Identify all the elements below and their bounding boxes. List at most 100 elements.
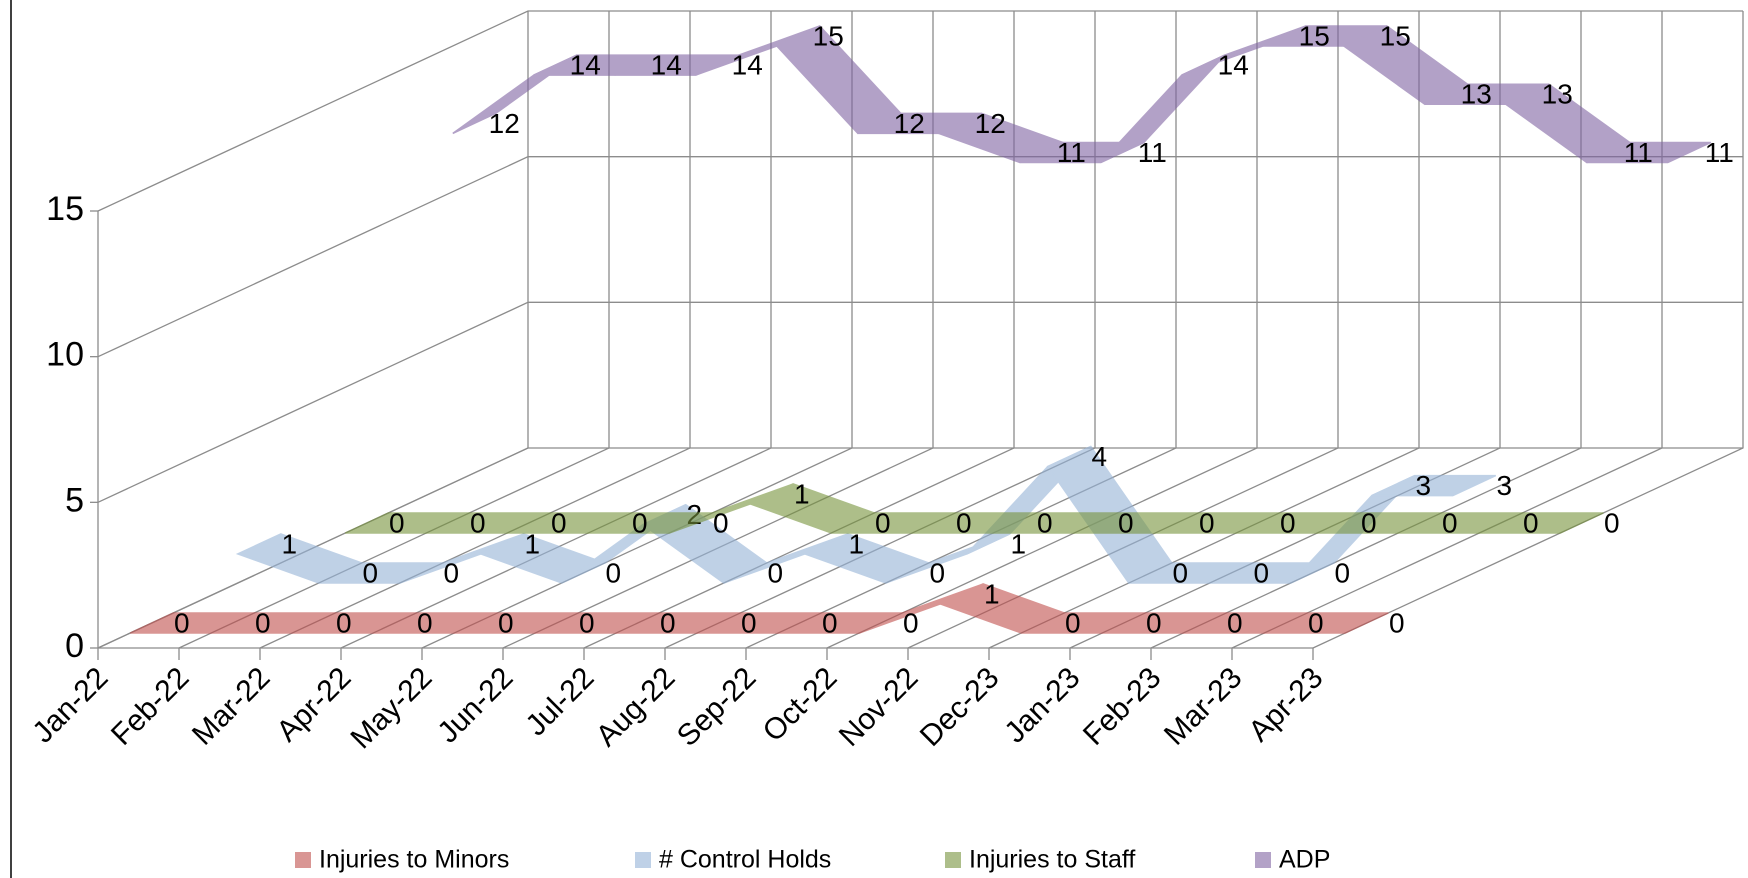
data-label: 0 xyxy=(1146,607,1162,638)
data-label: 0 xyxy=(255,607,271,638)
data-label: 13 xyxy=(1461,79,1492,110)
data-label: 15 xyxy=(1380,20,1411,51)
data-label: 0 xyxy=(336,607,352,638)
ribbon-segment xyxy=(802,533,931,584)
legend-swatch xyxy=(635,852,651,868)
x-tick-label: Feb-22 xyxy=(105,661,196,752)
data-label: 13 xyxy=(1542,79,1573,110)
x-tick-label: Feb-23 xyxy=(1077,661,1168,752)
x-tick-label: Dec-23 xyxy=(914,661,1006,753)
data-label: 0 xyxy=(1334,557,1350,588)
ribbon-segment xyxy=(1371,474,1497,497)
data-label: 11 xyxy=(1057,137,1086,168)
data-label: 0 xyxy=(551,507,567,538)
legend-label: # Control Holds xyxy=(659,846,831,874)
x-tick-label: Jun-22 xyxy=(431,661,519,749)
legend-swatch xyxy=(1255,852,1271,868)
data-label: 0 xyxy=(1253,557,1269,588)
data-label: 0 xyxy=(389,507,405,538)
data-label: 14 xyxy=(1218,50,1249,81)
data-label: 15 xyxy=(813,20,844,51)
x-tick-label: Mar-23 xyxy=(1158,661,1249,752)
data-label: 0 xyxy=(822,607,838,638)
data-label: 3 xyxy=(1496,470,1512,501)
x-tick-label: Jan-23 xyxy=(998,661,1086,749)
x-tick-label: May-22 xyxy=(344,661,438,755)
data-label: 0 xyxy=(903,607,919,638)
data-label: 0 xyxy=(741,607,757,638)
category-grid-line xyxy=(826,11,1258,649)
category-grid-line xyxy=(340,11,772,649)
data-label: 0 xyxy=(713,507,729,538)
data-label: 0 xyxy=(1308,607,1324,638)
data-label: 12 xyxy=(894,108,925,139)
data-label: 0 xyxy=(174,607,190,638)
data-label: 14 xyxy=(570,50,601,81)
legend-swatch xyxy=(295,852,311,868)
data-label: 0 xyxy=(1604,507,1620,538)
data-label: 15 xyxy=(1299,20,1330,51)
grid-line xyxy=(97,156,1743,358)
x-tick-label: Jul-22 xyxy=(519,661,600,742)
data-label: 0 xyxy=(579,607,595,638)
category-grid-line xyxy=(1231,11,1663,649)
data-label: 0 xyxy=(1037,507,1053,538)
data-label: 12 xyxy=(489,108,520,139)
y-tick-label: 10 xyxy=(46,336,84,374)
data-label: 0 xyxy=(929,557,945,588)
data-label: 14 xyxy=(732,50,763,81)
data-label: 14 xyxy=(651,50,682,81)
series xyxy=(344,483,1604,534)
y-tick-label: 5 xyxy=(65,481,84,519)
legend-label: Injuries to Staff xyxy=(969,846,1135,874)
data-label: 11 xyxy=(1705,137,1734,168)
data-label: 3 xyxy=(1415,470,1431,501)
y-tick-label: 0 xyxy=(65,627,84,665)
data-label: 0 xyxy=(417,607,433,638)
data-label: 4 xyxy=(1091,441,1107,472)
data-label: 11 xyxy=(1138,137,1167,168)
chart-frame xyxy=(10,0,12,878)
legend-label: ADP xyxy=(1279,846,1330,874)
x-tick-label: Sep-22 xyxy=(671,661,763,753)
x-tick-label: Apr-23 xyxy=(1243,661,1330,748)
data-label: 0 xyxy=(1118,507,1134,538)
data-label: 0 xyxy=(443,557,459,588)
data-label: 0 xyxy=(1442,507,1458,538)
category-grid-line xyxy=(988,11,1420,649)
category-grid-line xyxy=(907,11,1339,649)
legend-label: Injuries to Minors xyxy=(319,846,509,874)
data-label: 0 xyxy=(1227,607,1243,638)
data-label: 0 xyxy=(632,507,648,538)
data-label: 0 xyxy=(1361,507,1377,538)
ribbon-segment xyxy=(1586,141,1712,164)
series xyxy=(129,583,1389,634)
category-grid-line xyxy=(502,11,934,649)
series xyxy=(452,25,1712,164)
data-label: 0 xyxy=(605,557,621,588)
x-tick-label: Apr-22 xyxy=(271,661,358,748)
data-label: 0 xyxy=(767,557,783,588)
data-label: 1 xyxy=(524,528,540,559)
data-label: 0 xyxy=(362,557,378,588)
data-label: 0 xyxy=(1523,507,1539,538)
x-tick-label: Nov-22 xyxy=(833,661,925,753)
data-label: 12 xyxy=(975,108,1006,139)
data-label: 1 xyxy=(984,578,1000,609)
data-label: 0 xyxy=(470,507,486,538)
data-label: 0 xyxy=(1172,557,1188,588)
legend-swatch xyxy=(945,852,961,868)
category-grid-line xyxy=(1312,11,1744,649)
data-label: 1 xyxy=(281,528,297,559)
data-label: 1 xyxy=(1010,528,1026,559)
data-label: 1 xyxy=(794,478,810,509)
data-label: 1 xyxy=(848,528,864,559)
data-label: 0 xyxy=(660,607,676,638)
ribbon-segment xyxy=(1478,512,1604,534)
x-tick-label: Jan-22 xyxy=(26,661,114,749)
data-label: 11 xyxy=(1624,137,1653,168)
data-label: 0 xyxy=(1065,607,1081,638)
y-tick-label: 15 xyxy=(46,190,84,228)
x-tick-label: Oct-22 xyxy=(757,661,844,748)
